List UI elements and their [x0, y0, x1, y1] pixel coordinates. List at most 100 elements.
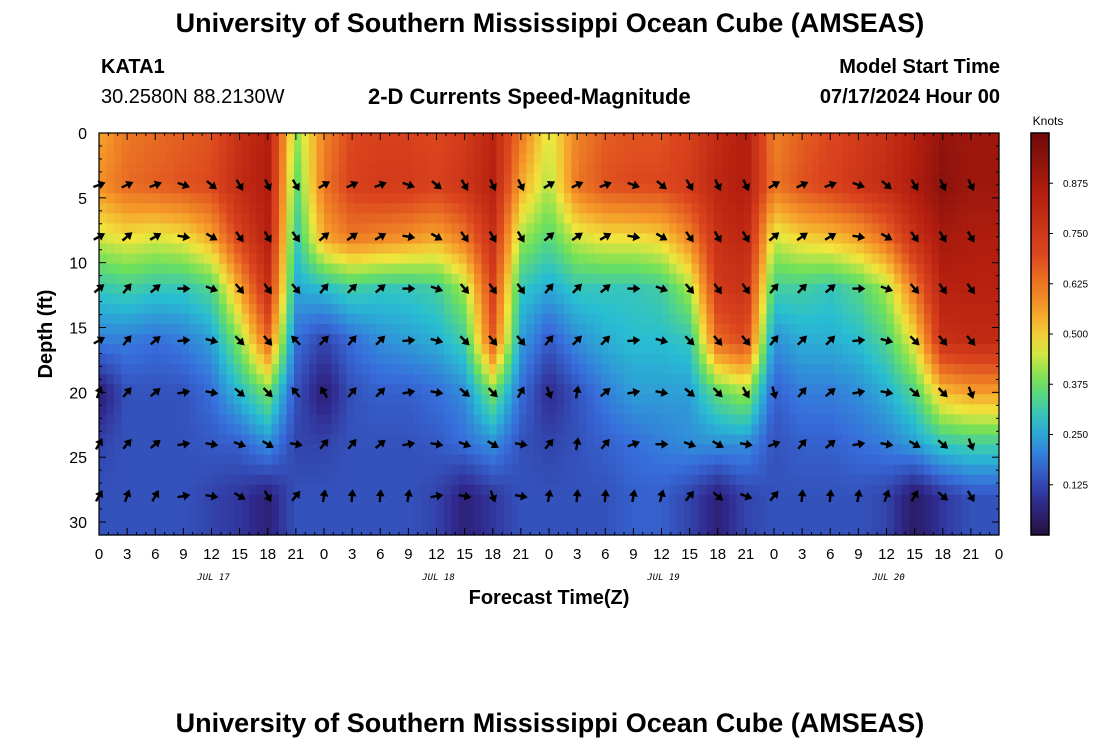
heatmap-cell: [834, 504, 843, 516]
heatmap-cell: [249, 273, 258, 285]
heatmap-cell: [451, 424, 460, 436]
heatmap-cell: [609, 474, 618, 486]
heatmap-cell: [331, 364, 340, 375]
heatmap-cell: [879, 153, 888, 164]
heatmap-cell: [991, 293, 1000, 305]
heatmap-cell: [849, 524, 858, 536]
heatmap-cell: [714, 374, 723, 385]
heatmap-cell: [984, 524, 993, 536]
heatmap-cell: [571, 323, 580, 335]
heatmap-cell: [99, 293, 108, 305]
heatmap-cell: [354, 494, 363, 506]
heatmap-cell: [931, 303, 940, 315]
heatmap-cell: [106, 344, 115, 355]
heatmap-cell: [849, 464, 858, 476]
heatmap-cell: [211, 203, 220, 214]
heatmap-cell: [369, 354, 378, 365]
heatmap-cell: [624, 183, 633, 194]
heatmap-cell: [249, 253, 258, 265]
heatmap-cell: [969, 434, 978, 446]
heatmap-cell: [586, 153, 595, 164]
heatmap-cell: [819, 444, 828, 456]
heatmap-cell: [399, 173, 408, 184]
heatmap-cell: [211, 464, 220, 476]
heatmap-cell: [346, 293, 355, 305]
heatmap-cell: [316, 253, 325, 265]
heatmap-cell: [706, 213, 715, 225]
heatmap-cell: [151, 293, 160, 305]
heatmap-cell: [991, 243, 1000, 255]
heatmap-cell: [489, 444, 498, 456]
current-vector: [938, 335, 948, 346]
heatmap-cell: [391, 303, 400, 315]
heatmap-cell: [841, 424, 850, 436]
heatmap-cell: [901, 263, 910, 275]
heatmap-cell: [496, 313, 505, 325]
heatmap-cell: [294, 454, 303, 466]
heatmap-cell: [226, 334, 235, 345]
heatmap-cell: [721, 464, 730, 476]
heatmap-cell: [864, 334, 873, 345]
heatmap-cell: [646, 143, 655, 154]
heatmap-cell: [624, 163, 633, 174]
heatmap-cell: [946, 364, 955, 375]
heatmap-cell: [699, 414, 708, 426]
heatmap-cell: [129, 374, 138, 385]
heatmap-cell: [646, 293, 655, 305]
heatmap-cell: [924, 253, 933, 265]
heatmap-cell: [361, 133, 370, 144]
heatmap-cell: [571, 273, 580, 285]
heatmap-cell: [804, 143, 813, 154]
heatmap-cell: [226, 354, 235, 365]
current-vector: [402, 439, 416, 449]
heatmap-cell: [346, 183, 355, 194]
heatmap-cell: [901, 404, 910, 415]
heatmap-cell: [136, 153, 145, 164]
heatmap-cell: [819, 143, 828, 154]
current-vector: [655, 232, 668, 241]
heatmap-cell: [571, 263, 580, 275]
heatmap-cell: [211, 273, 220, 285]
heatmap-cell: [804, 323, 813, 335]
heatmap-cell: [804, 484, 813, 496]
heatmap-cell: [841, 474, 850, 486]
heatmap-cell: [301, 364, 310, 375]
heatmap-cell: [991, 434, 1000, 446]
heatmap-cell: [654, 514, 663, 526]
heatmap-cell: [834, 464, 843, 476]
heatmap-cell: [954, 293, 963, 305]
heatmap-cell: [489, 474, 498, 486]
heatmap-cell: [369, 273, 378, 285]
heatmap-cell: [744, 404, 753, 415]
heatmap-cell: [661, 334, 670, 345]
heatmap-cell: [204, 504, 213, 516]
heatmap-cell: [556, 344, 565, 355]
heatmap-cell: [706, 193, 715, 204]
heatmap-cell: [121, 173, 130, 184]
heatmap-cell: [121, 424, 130, 436]
heatmap-cell: [916, 263, 925, 275]
heatmap-cell: [316, 374, 325, 385]
heatmap-cell: [841, 374, 850, 385]
heatmap-cell: [129, 233, 138, 245]
heatmap-cell: [391, 454, 400, 466]
heatmap-cell: [489, 374, 498, 385]
heatmap-cell: [429, 273, 438, 285]
heatmap-cell: [901, 323, 910, 335]
heatmap-cell: [676, 514, 685, 526]
heatmap-cell: [661, 323, 670, 335]
heatmap-cell: [609, 203, 618, 214]
heatmap-cell: [144, 424, 153, 436]
heatmap-cell: [856, 434, 865, 446]
heatmap-cell: [751, 374, 760, 385]
heatmap-cell: [811, 364, 820, 375]
heatmap-cell: [459, 283, 468, 295]
current-vector: [122, 283, 132, 294]
heatmap-cell: [271, 203, 280, 214]
heatmap-cell: [256, 133, 265, 144]
heatmap-cell: [481, 243, 490, 255]
heatmap-cell: [684, 173, 693, 184]
heatmap-cell: [526, 474, 535, 486]
heatmap-cell: [549, 404, 558, 415]
heatmap-cell: [526, 364, 535, 375]
